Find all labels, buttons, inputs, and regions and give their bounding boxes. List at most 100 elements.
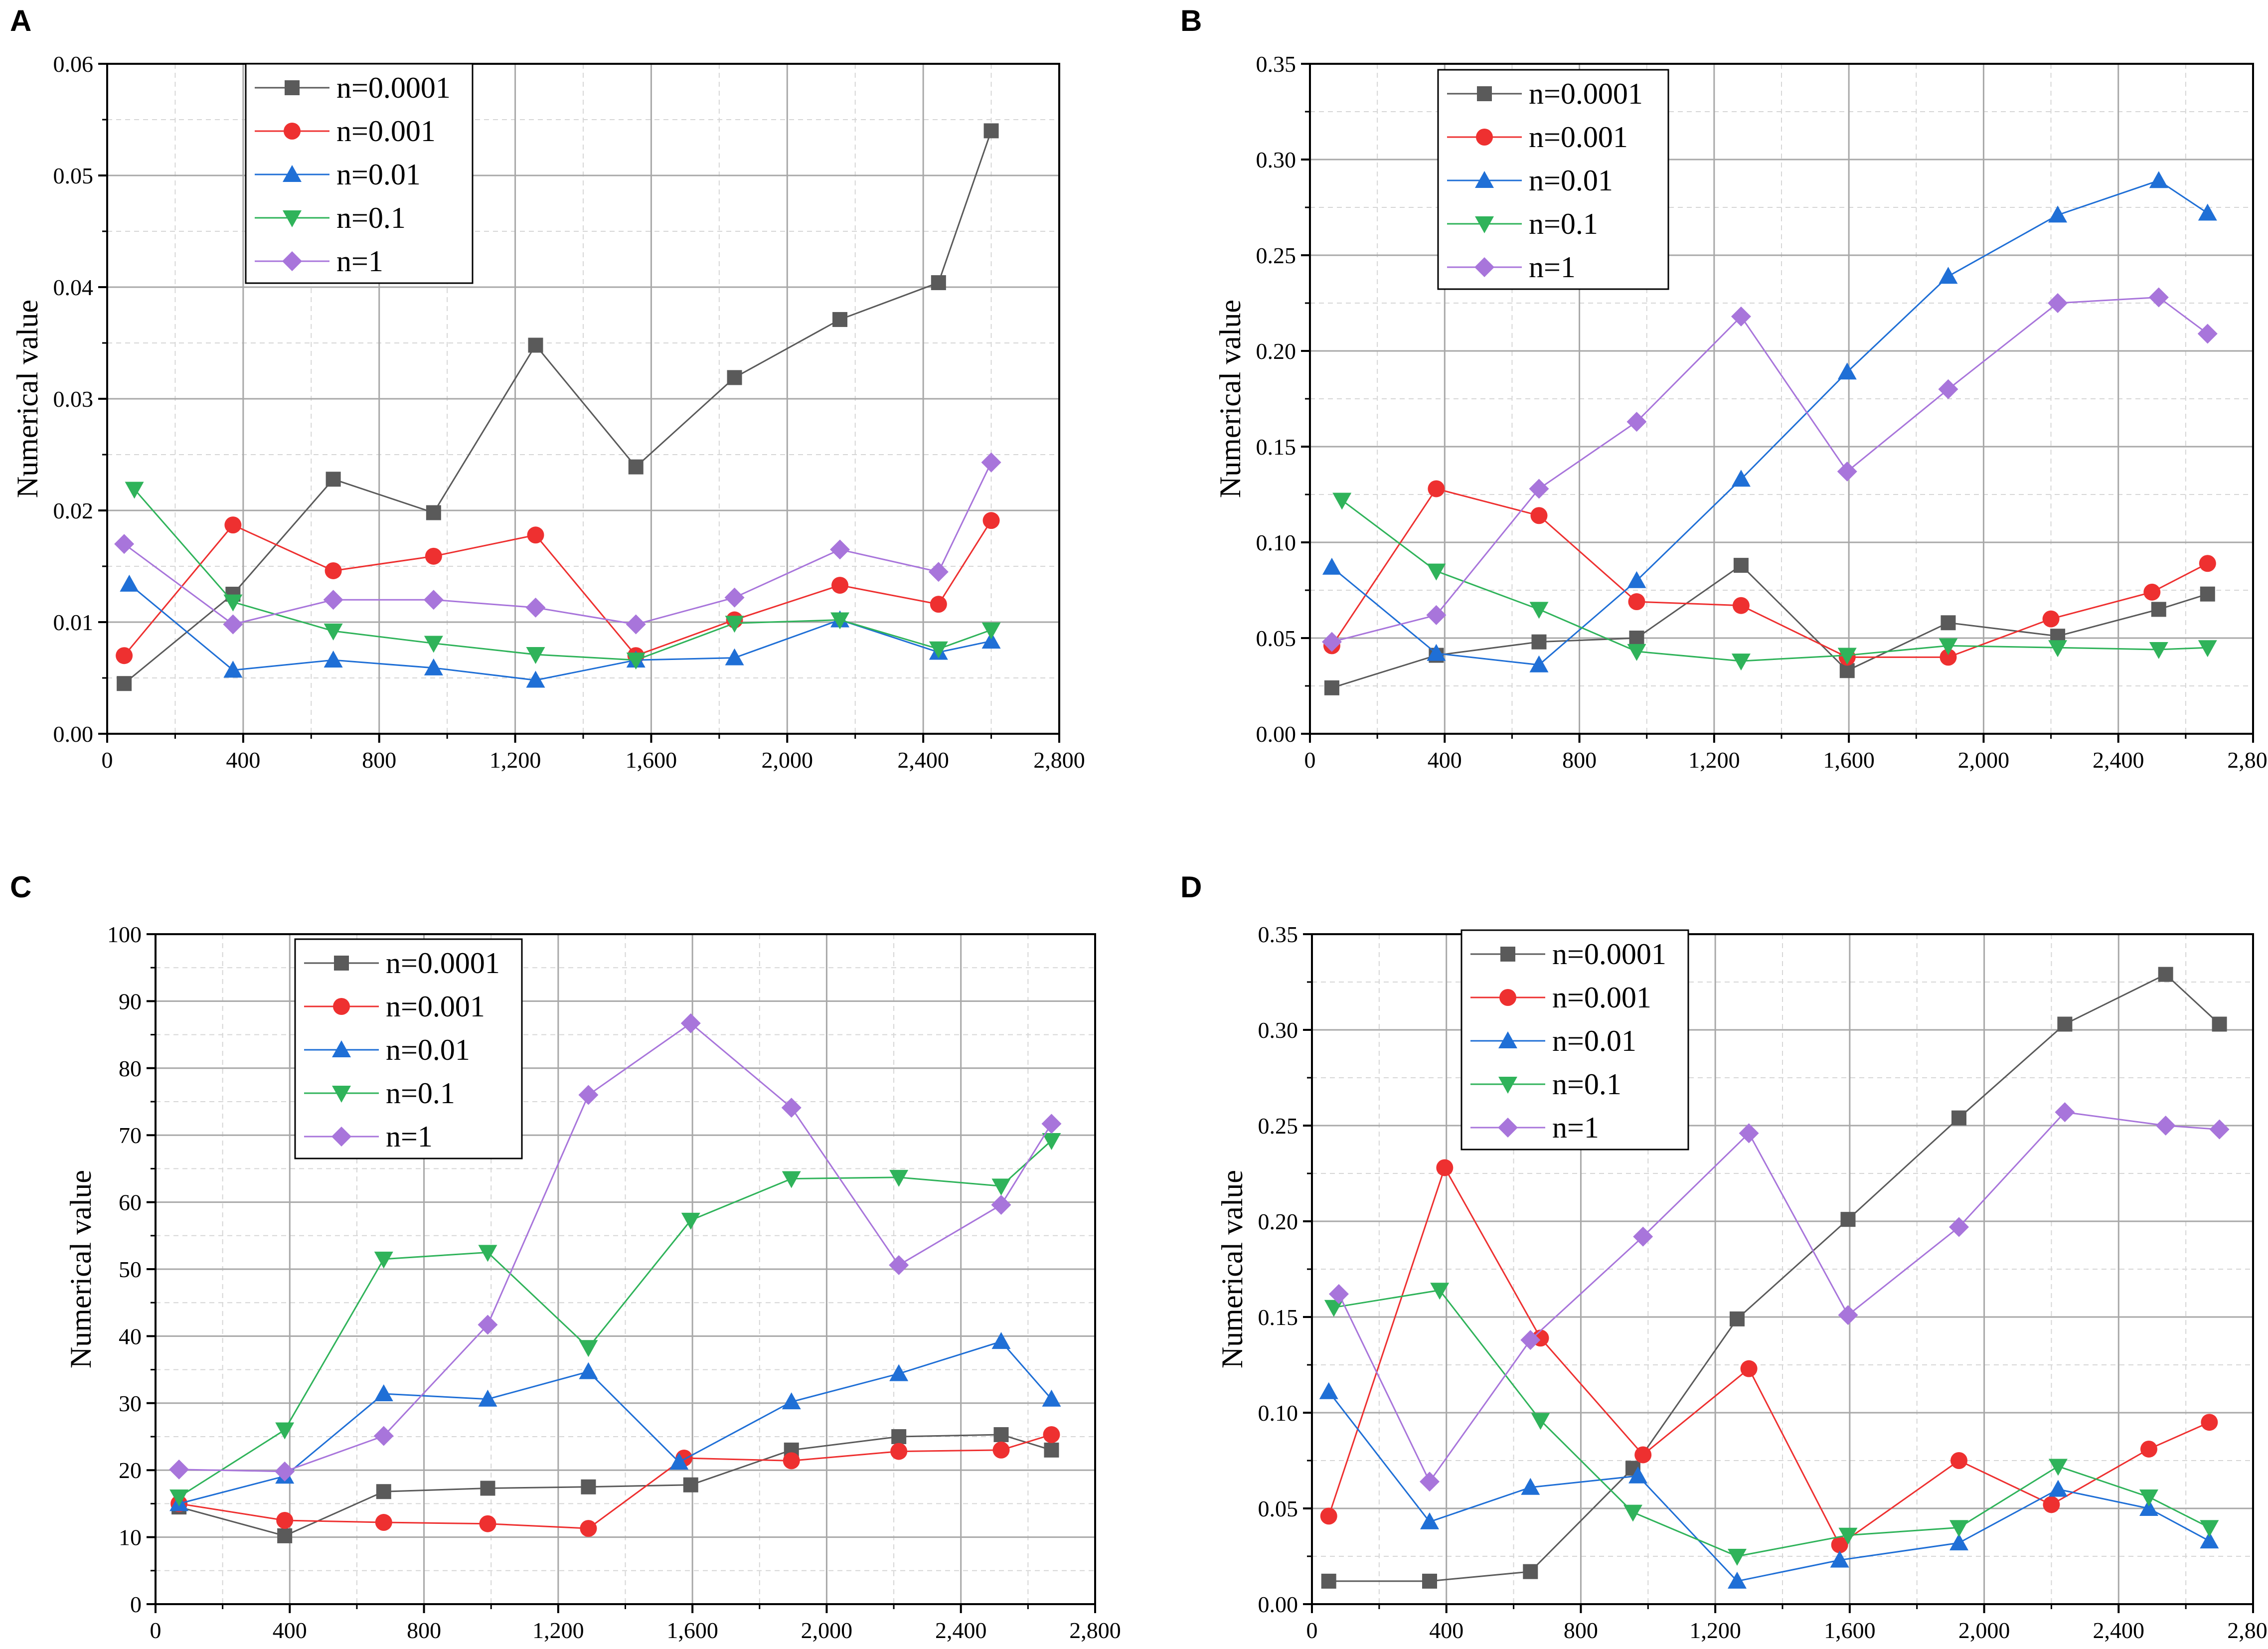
- data-point: [1740, 1360, 1758, 1377]
- data-point: [525, 597, 546, 618]
- data-point: [2143, 583, 2161, 601]
- series-n=0.01: [169, 1332, 1061, 1511]
- data-point: [727, 370, 742, 385]
- y-tick-label: 0.02: [53, 498, 94, 523]
- series-line: [1331, 488, 2208, 658]
- y-tick-label: 90: [119, 989, 142, 1014]
- legend: n=0.0001 n=0.001 n=0.01 n=0.1 n=1: [1437, 69, 1669, 290]
- data-point: [982, 512, 1000, 529]
- data-point: [324, 562, 342, 579]
- y-tick-label: 30: [119, 1391, 142, 1416]
- data-point: [1436, 1159, 1454, 1176]
- data-point: [626, 653, 646, 670]
- data-point: [2155, 1116, 2176, 1136]
- data-point: [1840, 1212, 1856, 1227]
- x-tick-label: 400: [273, 1618, 307, 1643]
- data-point: [680, 1013, 701, 1033]
- data-point: [1531, 634, 1547, 650]
- data-point: [2043, 1496, 2060, 1513]
- data-point: [223, 614, 243, 635]
- data-point: [1939, 638, 1958, 656]
- legend-box: [245, 63, 474, 284]
- data-point: [1427, 644, 1446, 661]
- data-point: [114, 534, 135, 554]
- data-point: [1838, 1527, 1858, 1545]
- panel-label: A: [10, 4, 31, 37]
- data-point: [1733, 558, 1749, 573]
- y-tick-label: 0.25: [1256, 243, 1296, 268]
- data-point: [2197, 324, 2218, 344]
- data-point: [1044, 1442, 1059, 1458]
- data-point: [423, 590, 444, 610]
- data-point: [1940, 649, 1957, 666]
- x-tick-label: 1,200: [532, 1618, 584, 1643]
- series-n=1: [1328, 1102, 2230, 1492]
- data-point: [1420, 1512, 1439, 1529]
- series-n=0.1: [169, 1133, 1061, 1506]
- data-point: [1831, 1536, 1848, 1553]
- series-line: [129, 583, 991, 681]
- data-point: [424, 636, 443, 653]
- x-tick-label: 400: [1428, 747, 1462, 773]
- data-point: [1939, 267, 1958, 284]
- legend-marker: [284, 123, 301, 140]
- chart-panel-d: D 0 400 800 1,200 1,600 2,000 2,400 2,800 0.00 0.0…: [1180, 870, 2268, 1643]
- data-point: [981, 452, 1001, 473]
- data-point: [831, 577, 849, 594]
- y-tick-label: 20: [119, 1458, 142, 1483]
- legend-marker: [1499, 989, 1516, 1006]
- series-line: [1341, 499, 2208, 662]
- data-point: [628, 459, 644, 475]
- y-tick-label: 0.30: [1258, 1017, 1298, 1043]
- series-line: [1331, 179, 2208, 666]
- data-point: [1529, 479, 1549, 499]
- data-point: [2139, 1499, 2158, 1516]
- legend: n=0.0001 n=0.001 n=0.01 n=0.1 n=1: [294, 938, 523, 1159]
- data-point: [1520, 1330, 1541, 1350]
- data-point: [2149, 171, 2168, 188]
- data-point: [2149, 642, 2168, 660]
- panel-label: B: [1180, 4, 1202, 37]
- data-point: [931, 275, 946, 291]
- series-n=0.01: [1319, 1382, 2219, 1589]
- x-tick-label: 1,600: [626, 747, 677, 773]
- series-line: [134, 489, 992, 661]
- data-point: [1623, 1504, 1642, 1522]
- legend-label: n=0.1: [386, 1077, 455, 1110]
- y-tick-label: 0.01: [53, 610, 94, 635]
- data-point: [1739, 1123, 1759, 1144]
- data-point: [2198, 203, 2217, 221]
- legend-label: n=0.001: [1529, 121, 1628, 154]
- y-tick-label: 0: [130, 1592, 142, 1617]
- x-tick-label: 2,400: [2093, 1618, 2145, 1643]
- x-tick-label: 1,200: [1689, 1618, 1741, 1643]
- data-point: [324, 651, 343, 668]
- data-point: [527, 526, 544, 544]
- legend-label: n=0.0001: [1552, 938, 1666, 971]
- x-tick-label: 1,200: [1688, 747, 1740, 773]
- data-point: [1633, 1226, 1653, 1247]
- legend-box: [1460, 929, 1689, 1151]
- x-tick-label: 2,800: [1069, 1618, 1121, 1643]
- data-point: [1521, 1478, 1540, 1495]
- series-n=1: [169, 1013, 1062, 1482]
- legend-label: n=0.001: [386, 990, 485, 1023]
- x-tick-label: 2,000: [762, 747, 813, 773]
- data-point: [1951, 1110, 1966, 1126]
- data-point: [2048, 293, 2068, 313]
- series-line: [123, 520, 992, 657]
- x-tick-label: 1,600: [1823, 747, 1875, 773]
- series-line: [1333, 1289, 2210, 1557]
- data-point: [724, 587, 745, 608]
- data-point: [681, 1212, 700, 1230]
- data-point: [1727, 1549, 1747, 1566]
- x-tick-label: 0: [150, 1618, 162, 1643]
- series-n=0.0001: [171, 1427, 1059, 1543]
- legend-label: n=0.1: [336, 201, 406, 234]
- data-point: [783, 1452, 800, 1470]
- data-point: [1941, 615, 1956, 631]
- legend-marker: [1475, 171, 1494, 188]
- panel-label: C: [10, 870, 31, 904]
- chart-panel-c: C 0 400 800 1,200 1,600 2,000 2,400 2,800 0 10 20 30…: [10, 870, 1121, 1643]
- y-tick-label: 0.20: [1258, 1209, 1298, 1234]
